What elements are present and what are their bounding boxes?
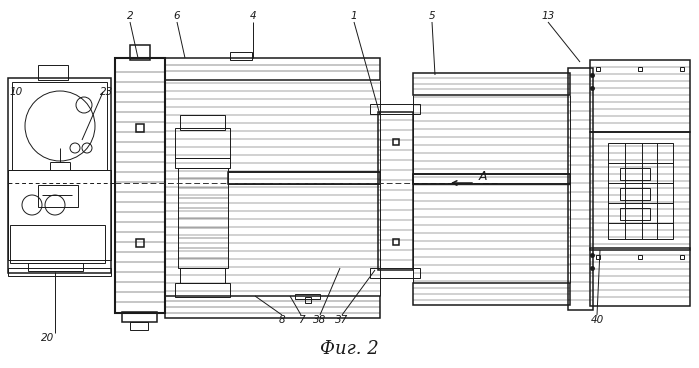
Text: 13: 13 (541, 11, 554, 21)
Bar (413, 174, 570, 184)
Bar (8, 268, 111, 276)
Text: 8: 8 (279, 315, 285, 325)
Bar (122, 312, 157, 322)
Bar (10, 225, 105, 263)
Bar (130, 45, 150, 60)
Text: 37: 37 (336, 315, 349, 325)
Bar (175, 283, 230, 297)
Bar (620, 208, 650, 220)
Bar (8, 78, 111, 273)
Text: 2: 2 (127, 11, 134, 21)
Bar (175, 128, 230, 158)
Text: 23: 23 (101, 87, 114, 97)
Bar (228, 172, 380, 184)
Text: 40: 40 (591, 315, 604, 325)
Bar (8, 170, 111, 260)
Bar (370, 104, 420, 114)
Bar (590, 132, 690, 250)
Text: 20: 20 (41, 333, 55, 343)
Bar (28, 263, 83, 271)
Text: A: A (479, 170, 487, 184)
Bar (180, 115, 225, 130)
Bar (165, 58, 380, 80)
Text: 5: 5 (428, 11, 435, 21)
Bar (295, 294, 320, 299)
Bar (165, 296, 380, 318)
Bar (12, 82, 107, 170)
Bar (590, 60, 690, 132)
Text: 7: 7 (298, 315, 304, 325)
Bar (130, 322, 148, 330)
Text: Фиг. 2: Фиг. 2 (319, 340, 378, 358)
Bar (175, 158, 230, 168)
Bar (370, 268, 420, 278)
Text: 1: 1 (351, 11, 357, 21)
Bar (38, 185, 78, 207)
Bar (180, 268, 225, 283)
Bar (620, 168, 650, 180)
Text: 4: 4 (250, 11, 257, 21)
Bar (620, 188, 650, 200)
Bar (178, 168, 228, 268)
Bar (568, 68, 593, 310)
Text: 10: 10 (9, 87, 22, 97)
Bar (38, 65, 68, 80)
Bar (115, 58, 165, 313)
Bar (230, 52, 252, 60)
Bar (590, 248, 690, 306)
Bar (413, 73, 570, 95)
Text: 38: 38 (313, 315, 326, 325)
Bar (378, 112, 413, 270)
Text: 6: 6 (173, 11, 180, 21)
Bar (413, 283, 570, 305)
Bar (608, 143, 673, 239)
